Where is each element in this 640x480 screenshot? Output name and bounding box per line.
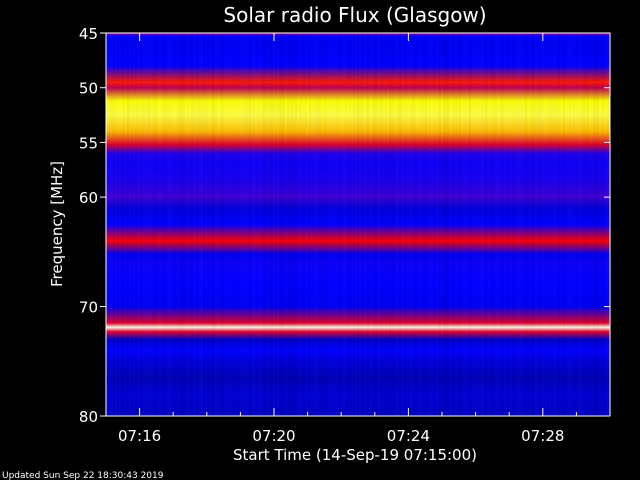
y-tick-label: 80: [79, 408, 98, 426]
y-tick-label: 60: [79, 189, 98, 207]
x-tick-label: 07:20: [252, 427, 295, 445]
plot-frame: [105, 32, 611, 417]
x-axis-label: Start Time (14-Sep-19 07:15:00): [233, 446, 477, 464]
x-tick-label: 07:28: [521, 427, 564, 445]
spectrogram-texture: [105, 33, 609, 416]
y-tick-label: 45: [79, 25, 98, 43]
y-tick-label: 55: [79, 134, 98, 152]
x-tick-label: 07:16: [118, 427, 161, 445]
spectrogram-heatmap: [106, 33, 610, 416]
updated-timestamp: Updated Sun Sep 22 18:30:43 2019: [2, 471, 164, 480]
plot-area: [105, 32, 611, 417]
y-axis-label: Frequency [MHz]: [48, 161, 66, 287]
y-tick-label: 70: [79, 299, 98, 317]
y-tick-label: 50: [79, 80, 98, 98]
x-tick-label: 07:24: [387, 427, 430, 445]
chart-title: Solar radio Flux (Glasgow): [223, 3, 486, 27]
x-axis: 07:16 07:20 07:24 07:28: [105, 33, 611, 445]
y-axis: 45 50 55 60 70 80: [79, 25, 610, 426]
